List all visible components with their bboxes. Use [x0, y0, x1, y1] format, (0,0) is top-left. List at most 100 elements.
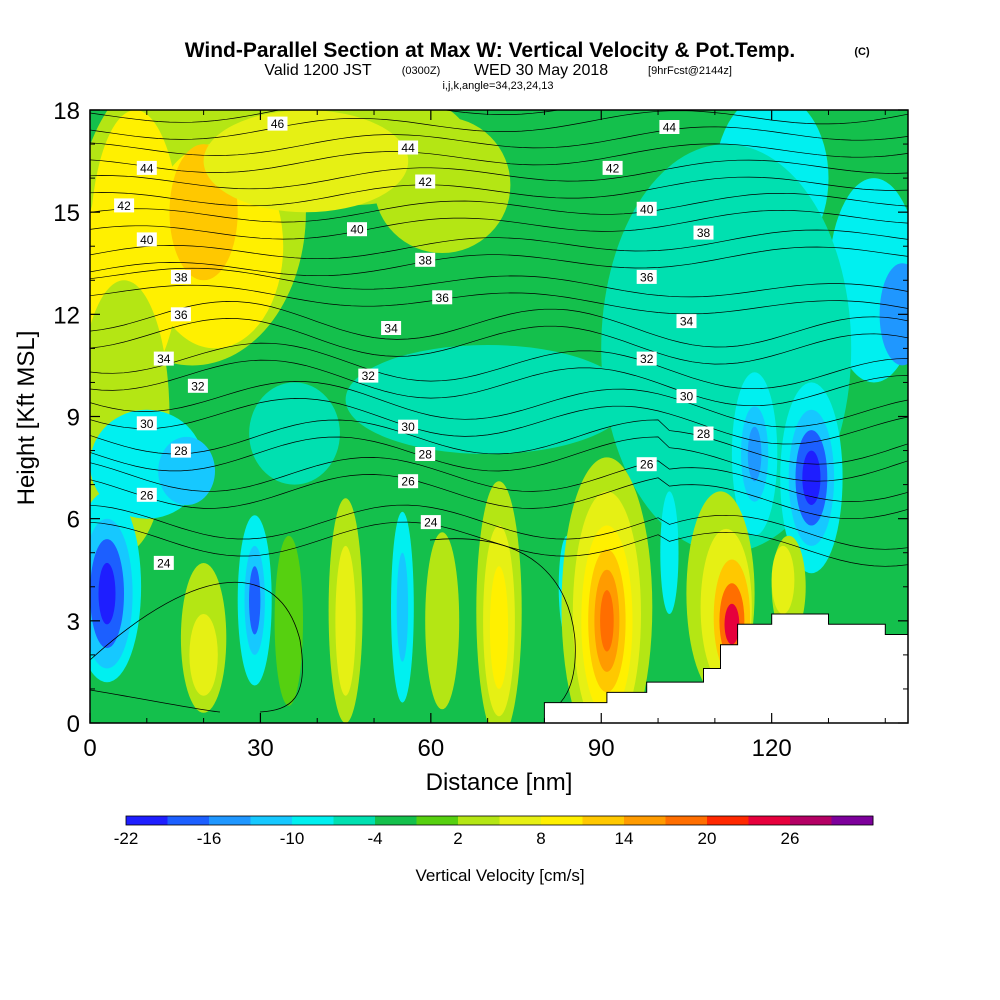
- colorbar-swatch-2: [209, 816, 251, 825]
- contour-label-30: 26: [636, 457, 657, 472]
- theta-contour-32-1: [90, 342, 908, 390]
- chart-title: Wind-Parallel Section at Max W: Vertical…: [185, 39, 796, 62]
- svg-text:26: 26: [401, 475, 415, 489]
- x-tick-label-120: 120: [752, 735, 792, 762]
- colorbar-label-0: -22: [114, 829, 139, 848]
- contour-label-7: 40: [136, 232, 157, 247]
- velocity-cell-30: [249, 566, 261, 635]
- colorbar-swatch-10: [541, 816, 583, 825]
- plot-area: 46 44 44 44 42 42 42 40 40 40 38 38 38 36 36 36 34 34 34 32…: [90, 110, 908, 723]
- contour-label-11: 38: [415, 252, 436, 267]
- colorbar-swatch-11: [582, 816, 625, 825]
- theta-contour-low-2: [90, 689, 221, 713]
- colorbar-label-4: 2: [453, 829, 462, 848]
- colorbar-swatch-8: [458, 816, 500, 825]
- velocity-cell-36: [189, 614, 218, 696]
- y-tick-label-0: 0: [67, 711, 80, 738]
- svg-text:36: 36: [436, 291, 450, 305]
- theta-contour-34-0: [90, 318, 908, 365]
- theta-contour-46-1: [90, 110, 561, 123]
- x-axis-label: Distance [nm]: [426, 769, 573, 796]
- velocity-cell-8: [203, 110, 409, 213]
- x-tick-label-90: 90: [588, 735, 615, 762]
- colorbar-label-6: 14: [615, 829, 634, 848]
- velocity-cell-56: [771, 545, 795, 615]
- theta-contour-42-0: [90, 176, 908, 207]
- svg-text:28: 28: [419, 448, 433, 462]
- contour-label-15: 36: [636, 269, 657, 284]
- colorbar-label-5: 8: [536, 829, 545, 848]
- contour-label-2: 44: [398, 140, 419, 155]
- subtitle-indices: i,j,k,angle=34,23,24,13: [442, 80, 553, 92]
- colorbar-swatch-3: [250, 816, 293, 825]
- svg-text:24: 24: [424, 516, 438, 530]
- svg-text:42: 42: [117, 199, 131, 213]
- contour-label-23: 30: [398, 419, 419, 434]
- x-tick-label-0: 0: [83, 735, 96, 762]
- contour-label-24: 30: [676, 389, 697, 404]
- y-tick-label-6: 6: [67, 507, 80, 534]
- contour-labels: 46 44 44 44 42 42 42 40 40 40 38 38 38 36 36 36 34 34 34 32…: [114, 116, 714, 570]
- contour-label-8: 40: [347, 222, 367, 237]
- colorbar-swatch-0: [126, 816, 168, 825]
- colorbar-swatch-13: [665, 816, 708, 825]
- svg-text:44: 44: [401, 141, 415, 155]
- theta-contour-26-1: [90, 457, 908, 502]
- theta-contour-36-0: [90, 284, 908, 315]
- colorbar-swatch-17: [831, 816, 874, 825]
- svg-text:26: 26: [140, 488, 154, 502]
- theta-contour-44-0: [90, 143, 908, 173]
- contour-label-4: 42: [114, 198, 135, 213]
- terrain-mask: [543, 613, 908, 723]
- velocity-cell-34: [660, 491, 679, 614]
- contour-label-27: 28: [693, 426, 714, 441]
- svg-text:38: 38: [697, 226, 711, 240]
- contour-label-21: 32: [636, 351, 657, 366]
- contour-label-17: 34: [381, 321, 402, 336]
- contour-label-16: 34: [153, 351, 174, 366]
- colorbar-swatch-4: [292, 816, 334, 825]
- subtitle-date: WED 30 May 2018: [474, 62, 608, 79]
- colorbar-swatch-14: [707, 816, 749, 825]
- svg-text:36: 36: [174, 308, 188, 322]
- svg-text:42: 42: [606, 161, 620, 175]
- contour-label-12: 38: [693, 225, 714, 240]
- svg-text:36: 36: [640, 270, 654, 284]
- contour-label-18: 34: [676, 314, 697, 329]
- theta-contour-38-1: [90, 229, 908, 260]
- velocity-cell-37: [274, 535, 303, 706]
- theta-contour-30-0: [90, 398, 908, 445]
- velocity-cell-54: [724, 603, 740, 645]
- chart-title-mark: (C): [854, 46, 870, 58]
- contour-label-14: 36: [432, 290, 453, 305]
- colorbar-swatch-12: [624, 816, 666, 825]
- colorbar-swatch-7: [416, 816, 459, 825]
- subtitle-utc: (0300Z): [402, 65, 441, 77]
- svg-text:34: 34: [384, 322, 398, 336]
- theta-contour-34-1: [90, 301, 908, 348]
- contour-label-5: 42: [415, 174, 436, 189]
- y-tick-label-15: 15: [53, 200, 80, 227]
- x-tick-label-30: 30: [247, 735, 274, 762]
- subtitle-valid: Valid 1200 JST: [264, 62, 372, 79]
- theta-contour-44-1: [90, 126, 908, 156]
- subtitle-forecast: [9hrFcst@2144z]: [648, 65, 732, 77]
- colorbar-swatch-1: [167, 816, 210, 825]
- colorbar-swatch-5: [333, 816, 376, 825]
- y-tick-label-18: 18: [53, 98, 80, 125]
- svg-text:32: 32: [191, 379, 205, 393]
- colorbar-label-2: -10: [280, 829, 305, 848]
- contour-label-20: 32: [358, 368, 379, 383]
- theta-contour-low-1: [429, 538, 576, 713]
- theta-contour-42-1: [90, 159, 908, 190]
- theta-contour-46-0: [90, 110, 908, 140]
- colorbar-label-8: 26: [781, 829, 800, 848]
- svg-text:30: 30: [680, 390, 694, 404]
- contour-label-29: 26: [398, 474, 419, 489]
- colorbar-swatch-9: [499, 816, 542, 825]
- velocity-cell-19: [747, 426, 762, 482]
- svg-text:34: 34: [157, 352, 171, 366]
- theta-contours: [90, 110, 908, 713]
- velocity-cell-13: [345, 345, 630, 454]
